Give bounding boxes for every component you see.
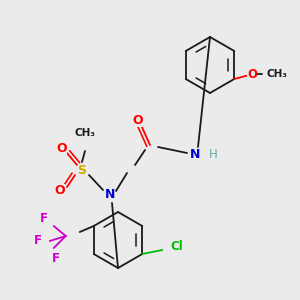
Text: Cl: Cl [171,239,184,253]
Text: CH₃: CH₃ [74,128,95,138]
Text: O: O [133,113,143,127]
Text: N: N [190,148,200,161]
Text: CH₃: CH₃ [267,69,288,79]
Text: O: O [57,142,67,154]
Text: O: O [55,184,65,196]
Text: S: S [77,164,86,176]
Text: F: F [34,235,42,248]
Text: F: F [40,212,48,224]
Text: N: N [105,188,115,202]
Text: H: H [208,148,217,161]
Text: F: F [52,251,60,265]
Text: O: O [247,68,257,80]
